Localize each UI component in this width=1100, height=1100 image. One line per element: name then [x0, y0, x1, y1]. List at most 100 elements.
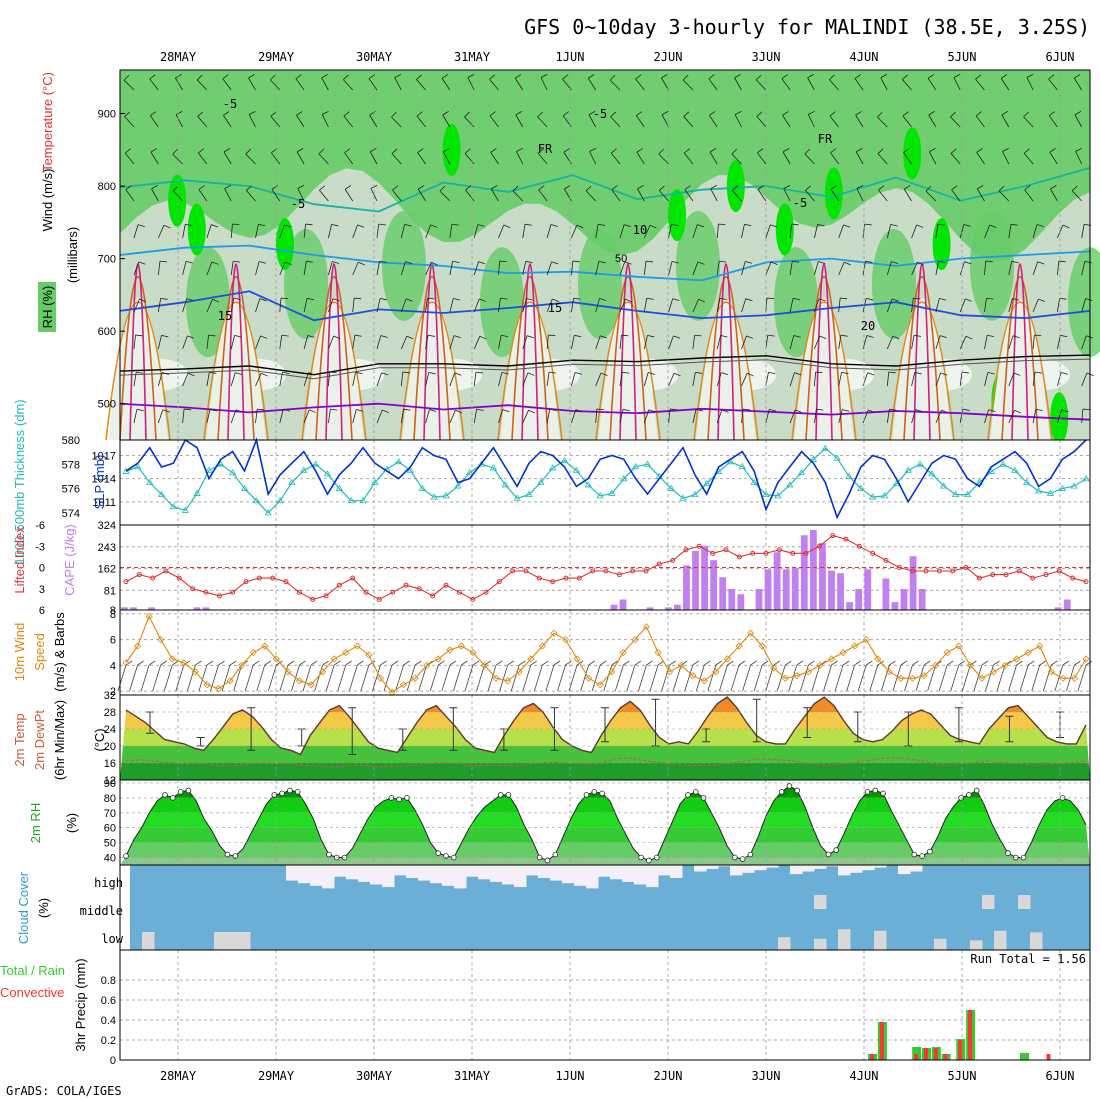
wind-barb-flag — [479, 335, 487, 340]
surface-wind-barb — [788, 664, 798, 692]
wind-barb-flag — [197, 111, 204, 117]
li-marker — [510, 568, 516, 574]
wind-barb — [571, 261, 574, 276]
wind-barb — [880, 77, 888, 91]
wind-barb — [765, 298, 768, 313]
wind-speed-marker — [122, 659, 130, 667]
isotherm-20 — [693, 301, 759, 441]
li-marker — [483, 589, 489, 595]
wind-speed-marker — [1024, 648, 1032, 657]
cape-axis-label: CAPE (J/kg) — [62, 524, 77, 596]
cloud-high-bar — [346, 865, 359, 880]
wind-barb — [1057, 409, 1063, 424]
surface-wind-barb-flag — [391, 660, 399, 666]
wind-barb-flag — [889, 408, 897, 411]
wind-barb — [368, 78, 378, 91]
wind-speed-marker — [885, 668, 893, 676]
wind-barb-flag — [354, 297, 362, 300]
wind-barb-flag — [902, 74, 908, 80]
surface-wind-barb — [591, 664, 601, 692]
surface-wind-barb-flag — [403, 660, 410, 666]
rh2m-marker — [1005, 850, 1011, 856]
wind-barb-flag — [344, 148, 351, 153]
cloud-high-bar — [634, 865, 647, 885]
cape-bar — [909, 556, 917, 610]
wind-barb — [416, 115, 426, 128]
wind-barb-flag — [515, 111, 523, 116]
cloud-high-bar — [382, 865, 395, 888]
wind-barb-flag — [380, 335, 388, 338]
wind-barb — [814, 409, 817, 424]
wind-barb — [133, 372, 137, 387]
isotherm-line — [119, 354, 1091, 376]
cape-bar — [619, 599, 627, 610]
wind-barb-flag — [987, 372, 995, 375]
wind-speed-marker — [469, 648, 477, 657]
wind-barb-flag — [1038, 298, 1045, 303]
li-marker — [363, 589, 369, 595]
wind-barb-flag — [880, 73, 888, 78]
wind-barb — [1048, 115, 1058, 128]
wind-barb-flag — [929, 147, 936, 152]
wind-barb — [619, 335, 622, 350]
wind-barb — [303, 261, 307, 276]
wind-speed-line — [125, 615, 1087, 694]
wind-barb-flag — [232, 223, 240, 226]
cape-bar — [710, 560, 718, 610]
wind-barb — [984, 409, 989, 424]
thickness-marker — [477, 460, 486, 467]
wind-speed-marker — [284, 668, 292, 676]
surface-wind-barb — [892, 664, 902, 692]
wind-barb — [473, 336, 481, 350]
rh-core — [775, 203, 794, 256]
wind-barb-flag — [208, 334, 216, 337]
wind-barb — [449, 298, 454, 313]
wind-barb — [376, 372, 382, 387]
contour-label: 15 — [218, 309, 232, 323]
contour-label: -5 — [793, 196, 807, 210]
thickness-marker — [738, 462, 747, 470]
cape-bar — [148, 607, 155, 610]
wind-barb-flag — [269, 74, 276, 81]
wind-barb — [709, 115, 718, 128]
cloud-axis-label: Cloud Cover — [16, 871, 31, 944]
thickness-marker — [181, 506, 189, 513]
wind-barb — [540, 77, 548, 91]
wind-barb — [783, 188, 791, 202]
wind-barb — [927, 78, 937, 91]
wind-barb — [935, 224, 939, 239]
wind-barb — [571, 335, 575, 350]
wind-barb — [1008, 298, 1013, 313]
surface-wind-barb-flag — [333, 660, 341, 666]
wind-barb-flag — [636, 148, 644, 153]
surface-wind-barb — [603, 664, 613, 692]
surface-wind-barb-flag — [1085, 660, 1093, 666]
li-axis-label: Lifted Index — [12, 526, 27, 594]
cloud-low-bar — [142, 932, 155, 950]
wind10-axis-label: (m/s) & Barbs — [52, 612, 67, 692]
wind-barb-flag — [611, 185, 618, 190]
wind-barb-flag — [1058, 260, 1066, 263]
precip-legend-total: Total / Rain — [0, 963, 65, 978]
cloud-high-bar — [298, 865, 311, 884]
wind-barb-flag — [855, 111, 862, 116]
wind-speed-marker — [677, 661, 685, 669]
wind-barb-flag — [998, 185, 1005, 192]
wind-barb — [856, 188, 864, 202]
surface-wind-barb — [175, 664, 185, 692]
wind-barb — [925, 190, 937, 202]
wind-barb-flag — [709, 111, 716, 116]
wind-barb-flag — [160, 297, 168, 300]
wind-barb — [911, 409, 916, 424]
thickness-marker — [774, 492, 782, 499]
y-tick-label: 1017 — [92, 450, 116, 462]
wind-barb — [571, 224, 578, 239]
wind-barb — [643, 298, 648, 313]
wind-barb — [668, 335, 674, 350]
wind-axis-label: Wind (m/s) — [40, 169, 55, 232]
surface-wind-barb-flag — [831, 660, 838, 666]
surface-wind-barb-flag — [519, 660, 526, 666]
wind-barb-flag — [645, 260, 654, 263]
cloud-high-bar — [874, 865, 887, 868]
wind-barb-flag — [501, 372, 509, 375]
